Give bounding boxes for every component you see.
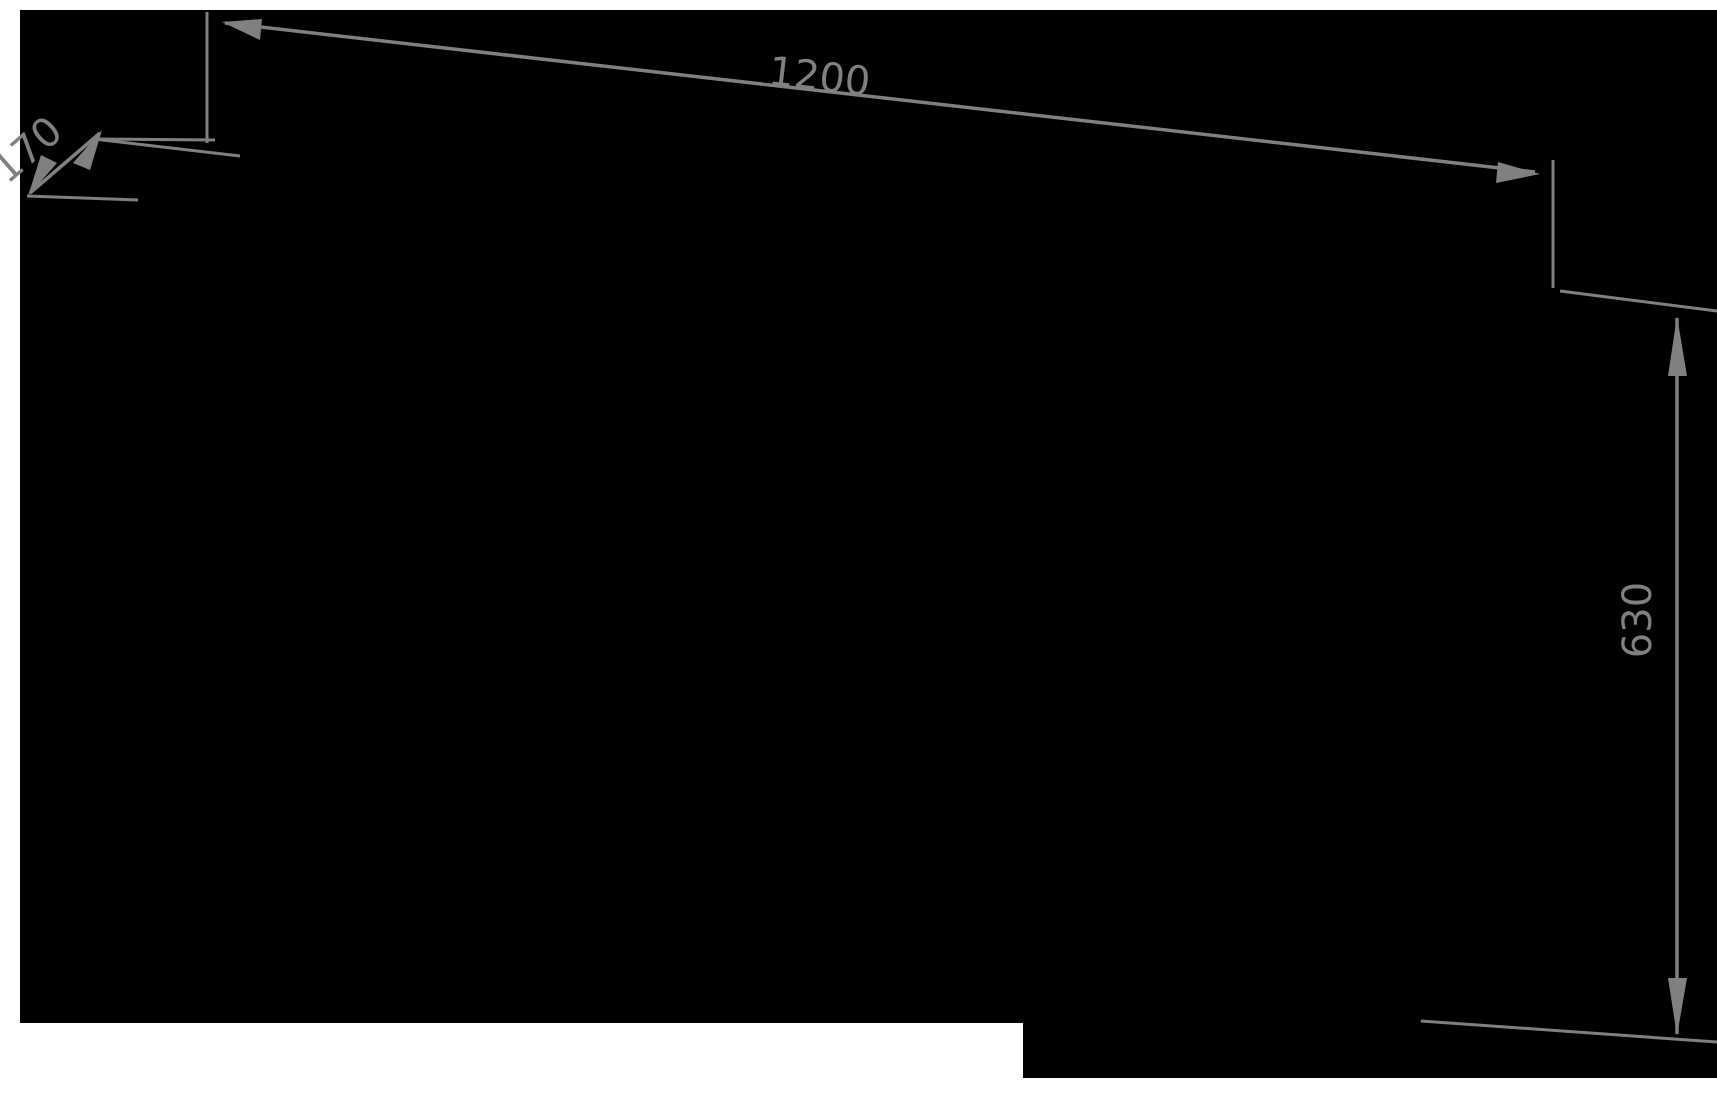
- width-dim-right-arrowhead: [1496, 162, 1540, 183]
- width-dim-left-arrowhead: [222, 19, 262, 40]
- height-dim-bottom-arrowhead: [1668, 978, 1687, 1036]
- height-dim-top-arrowhead: [1668, 316, 1687, 376]
- edge-dimension-line: [28, 131, 102, 195]
- part-silhouette: [20, 10, 1717, 1078]
- edge-dim-lower-arrowhead: [28, 155, 57, 196]
- height-dim-bottom-extension-line: [1420, 1019, 1717, 1044]
- edge-dim-lower-extension-line: [26, 194, 139, 202]
- height-dimension-label: 630: [1615, 582, 1661, 658]
- width-dimension-group: 1200: [205, 12, 1555, 288]
- height-dim-top-extension-line: [1559, 289, 1717, 313]
- width-dimension-label: 1200: [766, 48, 872, 105]
- edge-dim-upper-arrowhead: [73, 130, 102, 170]
- edge-dim-upper-extension-line: [93, 137, 216, 142]
- part-body-shape: [20, 10, 1717, 1078]
- height-dimension-group: 630: [1420, 289, 1717, 1044]
- edge-dim-upper-extension-line-2: [93, 137, 241, 158]
- width-dimension-line: [224, 21, 1536, 174]
